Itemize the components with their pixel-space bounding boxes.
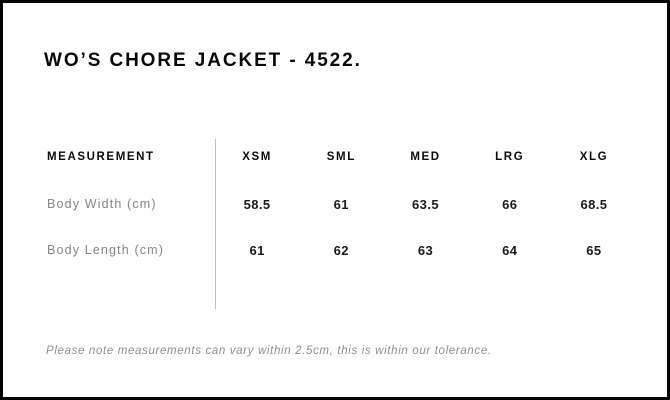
table-row: Body Length (cm) 61 62 63 64 65 — [44, 227, 636, 273]
cell-body-width-xlg: 68.5 — [580, 196, 608, 212]
size-table: MEASUREMENT XSM SML MED LRG XLG Body Wid… — [44, 133, 636, 273]
row-label-body-width: Body Width (cm) — [47, 197, 157, 211]
column-header-xsm: XSM — [242, 151, 272, 163]
tolerance-footnote: Please note measurements can vary within… — [46, 345, 492, 357]
cell-body-length-med: 63 — [417, 242, 434, 258]
cell-body-length-sml: 62 — [333, 242, 349, 258]
row-label-body-length: Body Length (cm) — [47, 243, 165, 257]
cell-body-width-sml: 61 — [333, 196, 349, 212]
column-header-xlg: XLG — [579, 151, 609, 163]
cell-body-length-xsm: 61 — [249, 242, 265, 258]
cell-body-width-lrg: 66 — [502, 196, 518, 212]
column-divider — [215, 139, 216, 309]
column-header-med: MED — [410, 151, 441, 163]
table-row: Body Width (cm) 58.5 61 63.5 66 68.5 — [44, 181, 636, 227]
column-header-measurement: MEASUREMENT — [47, 151, 155, 163]
page-title: WO’S CHORE JACKET - 4522. — [44, 50, 362, 71]
cell-body-length-lrg: 64 — [502, 242, 518, 258]
cell-body-length-xlg: 65 — [586, 242, 602, 258]
table-header-row: MEASUREMENT XSM SML MED LRG XLG — [44, 133, 636, 181]
column-header-sml: SML — [326, 151, 356, 163]
cell-body-width-med: 63.5 — [412, 196, 439, 212]
cell-body-width-xsm: 58.5 — [243, 196, 271, 212]
column-header-lrg: LRG — [495, 151, 525, 163]
